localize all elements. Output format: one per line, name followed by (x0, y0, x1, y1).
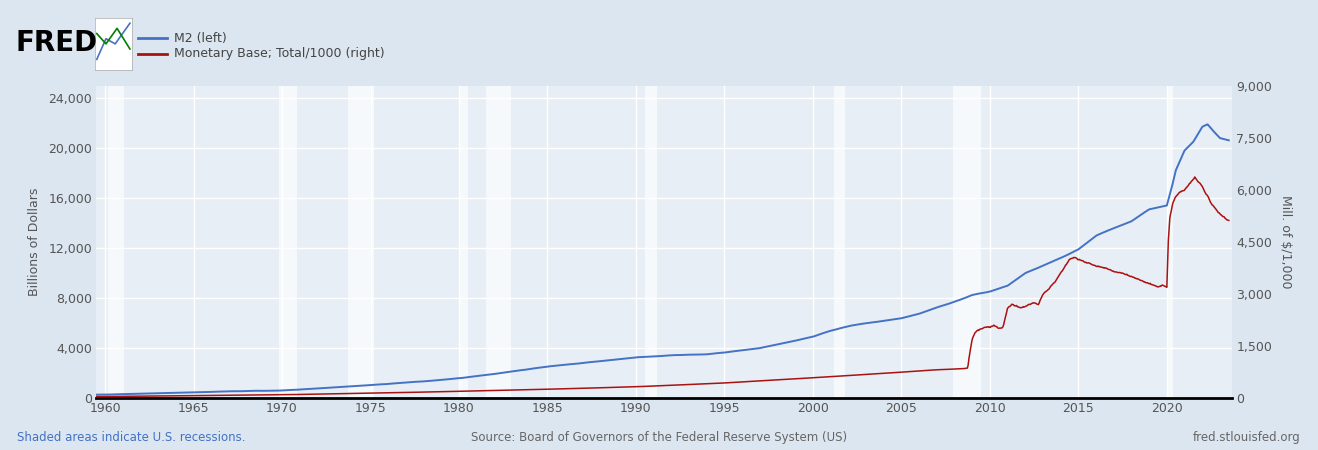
Bar (1166, 86, 1173, 398)
Text: Shaded areas indicate U.S. recessions.: Shaded areas indicate U.S. recessions. (17, 431, 245, 444)
Bar (953, 86, 981, 398)
Bar (348, 86, 373, 398)
Bar (108, 86, 124, 398)
Y-axis label: Mill. of $/1,000: Mill. of $/1,000 (1280, 195, 1293, 288)
Bar (279, 86, 297, 398)
Bar (459, 86, 468, 398)
Text: FRED: FRED (16, 29, 98, 57)
Text: Monetary Base; Total/1000 (right): Monetary Base; Total/1000 (right) (174, 48, 385, 60)
Text: fred.stlouisfed.org: fred.stlouisfed.org (1193, 431, 1301, 444)
Text: M2 (left): M2 (left) (174, 32, 227, 45)
Bar (485, 86, 510, 398)
Bar (833, 86, 845, 398)
Text: Source: Board of Governors of the Federal Reserve System (US): Source: Board of Governors of the Federa… (471, 431, 847, 444)
Bar (645, 86, 656, 398)
Y-axis label: Billions of Dollars: Billions of Dollars (28, 188, 41, 296)
